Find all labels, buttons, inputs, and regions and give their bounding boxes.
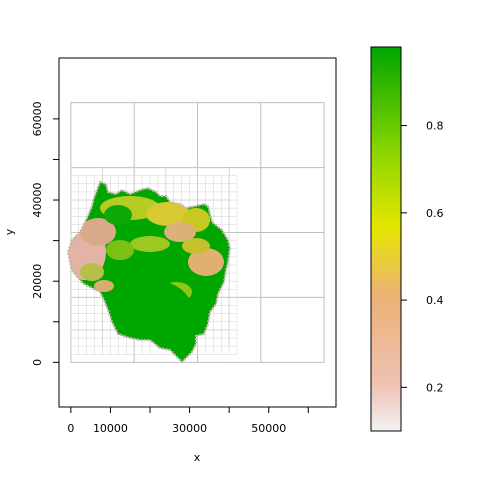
southwest-tan bbox=[94, 280, 114, 292]
land-zones bbox=[68, 196, 224, 340]
northern-core bbox=[104, 205, 132, 225]
x-tick-label: 50000 bbox=[251, 422, 286, 435]
southern-core bbox=[112, 280, 192, 340]
x-axis: 0 10000 30000 50000 bbox=[67, 406, 309, 435]
y-axis-label: y bbox=[3, 228, 16, 235]
colorbar-tick-label: 0.6 bbox=[426, 207, 444, 220]
y-tick-label: 60000 bbox=[31, 101, 44, 136]
y-tick-label: 0 bbox=[31, 359, 44, 366]
central-lightgreen bbox=[130, 236, 170, 252]
colorbar-tick-label: 0.2 bbox=[426, 381, 444, 394]
western-pink-zone-2 bbox=[80, 218, 116, 246]
eastern-tan-zone-2 bbox=[188, 248, 224, 276]
x-tick-label: 30000 bbox=[172, 422, 207, 435]
northern-yellow-zone-2 bbox=[146, 202, 190, 226]
x-axis-label: x bbox=[194, 451, 201, 464]
eastern-tan-zone bbox=[164, 222, 196, 242]
central-lightgreen-2 bbox=[106, 240, 134, 260]
western-yellow-patch bbox=[80, 263, 104, 281]
coast-fringe bbox=[66, 180, 232, 364]
y-tick-label: 40000 bbox=[31, 183, 44, 218]
raster-layer bbox=[66, 180, 232, 364]
colorbar-axis: 0.2 0.4 0.6 0.8 bbox=[401, 120, 444, 394]
x-tick-label: 0 bbox=[67, 422, 74, 435]
y-axis: 0 20000 40000 60000 bbox=[31, 101, 60, 366]
colorbar-tick-label: 0.4 bbox=[426, 294, 444, 307]
colorbar-tick-label: 0.8 bbox=[426, 120, 444, 133]
eastern-yellow-patch bbox=[182, 238, 210, 254]
colorbar bbox=[370, 46, 402, 432]
x-tick-label: 10000 bbox=[93, 422, 128, 435]
y-tick-label: 20000 bbox=[31, 264, 44, 299]
